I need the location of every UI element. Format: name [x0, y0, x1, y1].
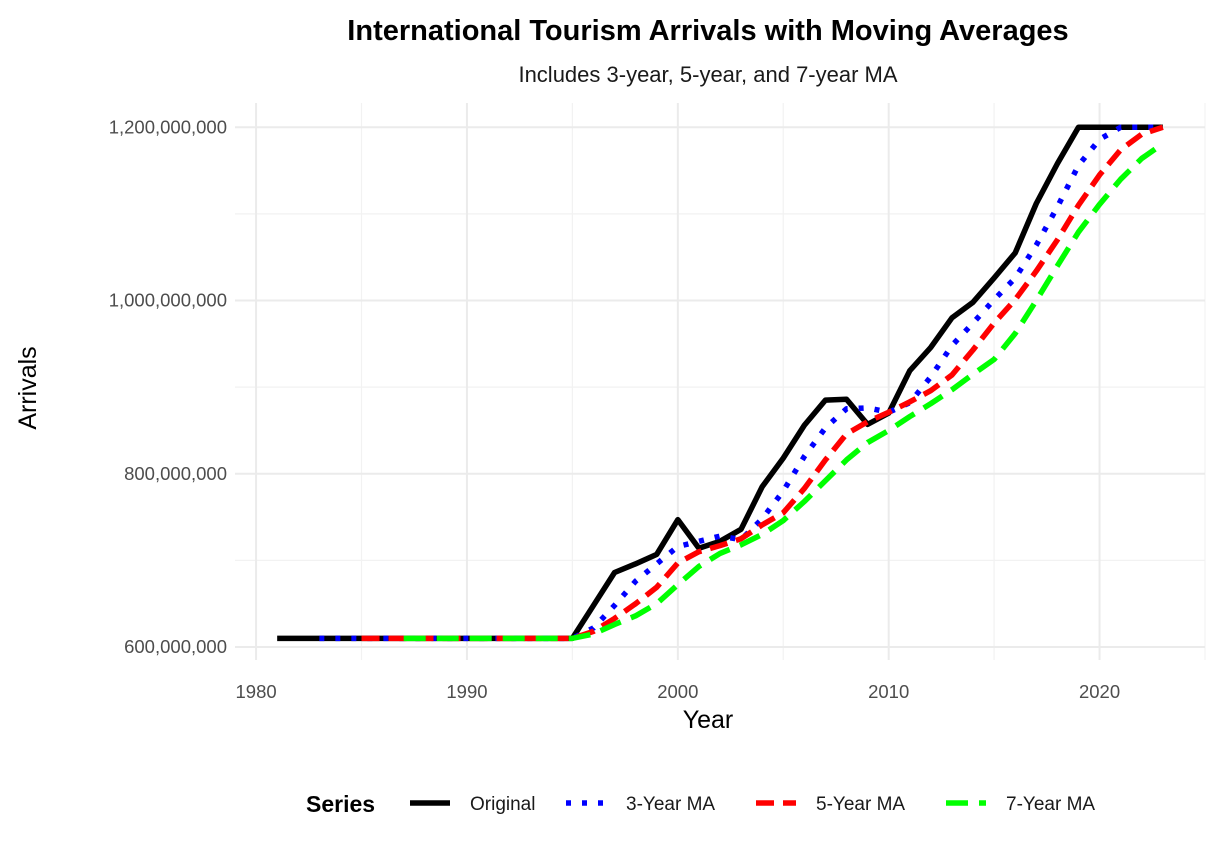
y-axis-ticks: 600,000,000 800,000,000 1,000,000,000 1,200…: [109, 116, 227, 657]
chart-subtitle: Includes 3-year, 5-year, and 7-year MA: [518, 62, 897, 87]
legend-title: Series: [306, 791, 375, 817]
x-tick-label: 2010: [868, 681, 909, 702]
x-axis-title: Year: [683, 706, 734, 734]
y-tick-label: 800,000,000: [124, 463, 227, 484]
x-tick-label: 2000: [657, 681, 698, 702]
series-layer: [277, 124, 1165, 642]
series-line-5-year-ma: [361, 124, 1164, 642]
legend-label: 7-Year MA: [1006, 794, 1095, 815]
y-tick-label: 1,200,000,000: [109, 116, 227, 137]
x-tick-label: 1990: [446, 681, 487, 702]
y-axis-title: Arrivals: [14, 346, 42, 429]
legend-label: 5-Year MA: [816, 794, 905, 815]
x-axis-ticks: 1980 1990 2000 2010 2020: [236, 681, 1121, 702]
legend-label: 3-Year MA: [626, 794, 715, 815]
grid: [235, 103, 1206, 660]
chart-title: International Tourism Arrivals with Movi…: [347, 15, 1068, 47]
series-line-7-year-ma: [403, 141, 1165, 642]
y-tick-label: 600,000,000: [124, 636, 227, 657]
y-tick-label: 1,000,000,000: [109, 290, 227, 311]
x-tick-label: 1980: [236, 681, 277, 702]
legend-label: Original: [470, 794, 535, 815]
series-line-original: [277, 124, 1163, 642]
x-tick-label: 2020: [1079, 681, 1120, 702]
legend: Series Original 3-Year MA 5-Year MA 7-Year …: [306, 791, 1095, 817]
